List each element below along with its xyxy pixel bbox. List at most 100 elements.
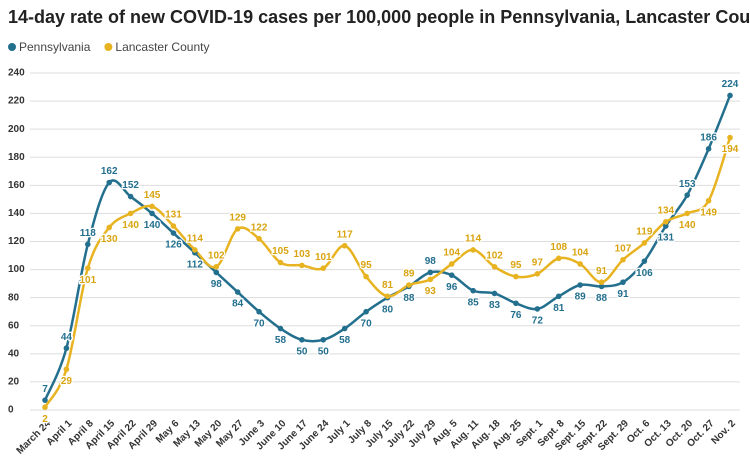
data-point [513,273,519,280]
data-label: 104 [443,248,460,259]
data-point [641,258,648,264]
data-point [363,308,369,315]
data-label: 70 [254,318,266,329]
data-label: 114 [187,234,204,245]
data-label: 101 [315,252,332,263]
data-point [192,247,198,253]
data-point [277,325,284,332]
data-point [620,256,626,263]
data-label: 50 [296,346,308,357]
data-label: 140 [679,220,696,231]
data-point [341,325,348,332]
data-point [277,259,284,266]
chart-title: 14-day rate of new COVID-19 cases per 10… [8,7,750,27]
data-point [620,279,626,286]
data-point [470,287,476,294]
data-label: 149 [700,207,717,218]
data-label: 89 [575,292,587,303]
y-tick-label: 60 [8,320,20,331]
data-label: 95 [361,260,373,271]
data-label: 2 [42,414,48,425]
data-point [42,404,48,410]
y-tick-label: 0 [8,405,14,416]
data-point [127,210,134,217]
data-label: 83 [489,300,501,311]
data-label: 224 [722,79,739,90]
series-line [43,137,732,408]
data-point [577,282,583,288]
data-label: 81 [553,303,565,314]
data-label: 72 [532,316,544,327]
data-point [662,219,669,225]
data-label: 118 [80,228,97,239]
data-point [684,192,690,198]
data-label: 84 [232,299,244,310]
data-label: 91 [617,289,629,300]
x-tick-label: Nov. 2 [710,418,739,447]
data-label: 105 [272,246,289,257]
data-label: 44 [61,332,73,343]
data-label: 119 [636,227,653,238]
data-label: 102 [486,250,503,261]
data-point [63,366,70,373]
y-tick-label: 120 [8,236,25,247]
data-point [641,240,648,246]
data-point [106,179,113,186]
data-point [127,193,134,200]
data-point [534,306,541,312]
data-point [299,336,305,343]
y-tick-label: 160 [8,180,25,191]
data-point [470,247,476,253]
data-point [384,293,391,300]
data-label: 186 [700,132,717,143]
data-point [299,262,305,269]
y-tick-label: 40 [8,348,20,359]
data-point [491,290,498,297]
data-point [427,276,434,283]
data-point [320,336,327,343]
data-label: 58 [339,335,351,346]
data-point [341,242,348,249]
data-point [320,265,327,271]
data-label: 131 [657,233,674,244]
data-label: 153 [679,179,696,190]
data-label: 85 [468,297,480,308]
y-tick-label: 140 [8,208,25,219]
data-label: 112 [187,259,204,270]
y-tick-label: 100 [8,264,25,275]
data-label: 117 [337,229,354,240]
data-label: 81 [382,280,394,291]
data-point [491,263,498,270]
data-label: 152 [122,180,139,191]
data-label: 122 [251,222,268,233]
data-label: 140 [144,220,161,231]
data-label: 7 [42,384,48,395]
data-label: 97 [532,257,544,268]
legend-label: Pennsylvania [19,40,91,54]
data-label: 145 [144,190,161,201]
legend-label: Lancaster County [115,40,209,54]
data-point [555,255,562,262]
data-point [106,224,113,231]
data-label: 91 [596,266,608,277]
data-point [727,92,733,99]
data-point [363,273,369,280]
y-tick-label: 180 [8,152,25,163]
data-point [63,345,70,352]
data-label: 107 [615,243,632,254]
data-point [598,279,605,286]
data-label: 58 [275,335,287,346]
data-label: 96 [446,282,458,293]
data-label: 140 [122,220,139,231]
data-label: 194 [722,144,739,155]
data-label: 162 [101,166,118,177]
data-label: 106 [636,268,653,279]
data-label: 131 [165,210,182,221]
legend-swatch [104,43,113,51]
data-point [513,300,519,307]
data-point [170,230,177,236]
data-point [705,197,712,204]
legend-swatch [8,43,16,51]
data-label: 104 [572,248,589,259]
